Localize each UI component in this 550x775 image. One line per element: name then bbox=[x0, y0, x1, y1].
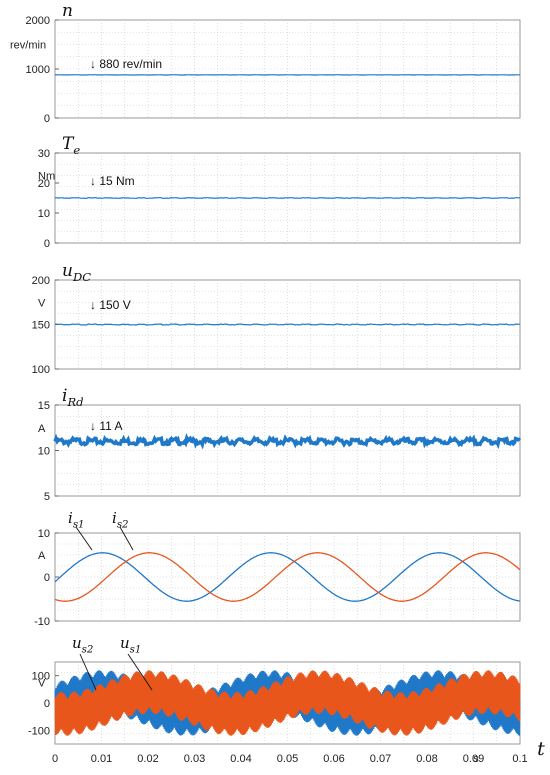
leader-line bbox=[79, 653, 97, 691]
y-tick-label: 20 bbox=[38, 178, 50, 190]
y-tick-label: 30 bbox=[38, 148, 50, 160]
series-label-us2: us2 bbox=[72, 634, 93, 656]
panel-symbol: uDC bbox=[62, 261, 91, 284]
y-tick-label: 100 bbox=[32, 671, 50, 683]
x-tick-label: 0.07 bbox=[370, 753, 391, 765]
value-annotation: ↓ 15 Nm bbox=[90, 174, 135, 188]
x-tick-label: 0.05 bbox=[277, 753, 298, 765]
y-tick-label: 1000 bbox=[26, 64, 50, 76]
y-tick-label: 10 bbox=[38, 446, 50, 458]
leader-line bbox=[127, 653, 153, 691]
y-tick-label: 0 bbox=[44, 238, 50, 250]
series-line bbox=[54, 552, 521, 602]
panel-symbol: n bbox=[62, 1, 73, 21]
series-label-is2: is2 bbox=[112, 509, 129, 531]
x-axis: s t 0 0.01 0.02 0.03 0.04 0.05 0.06 0.07 0.08 0.0… bbox=[52, 738, 545, 765]
x-tick-label: 0.09 bbox=[463, 753, 484, 765]
panel-symbol: Te bbox=[62, 134, 80, 157]
y-unit-label: V bbox=[38, 678, 46, 690]
y-tick-label: 100 bbox=[32, 364, 50, 376]
series-label-is1: is1 bbox=[68, 509, 85, 531]
y-tick-label: 5 bbox=[44, 491, 50, 503]
x-tick-label: 0.06 bbox=[323, 753, 344, 765]
series-label-us1: us1 bbox=[120, 634, 141, 656]
series-line bbox=[54, 196, 521, 200]
y-tick-label: 0 bbox=[44, 698, 50, 710]
panel-symbol: iRd bbox=[62, 386, 84, 409]
y-tick-label: 0 bbox=[44, 113, 50, 125]
y-unit-label: rev/min bbox=[10, 40, 46, 52]
y-unit-label: V bbox=[38, 297, 46, 309]
leader-line bbox=[75, 526, 93, 551]
y-unit-label: Nm bbox=[38, 171, 55, 183]
y-tick-label: 200 bbox=[32, 275, 50, 287]
x-tick-label: 0.04 bbox=[230, 753, 251, 765]
series-line bbox=[54, 552, 521, 602]
y-tick-label: 150 bbox=[32, 320, 50, 332]
x-tick-label: 0.01 bbox=[91, 753, 112, 765]
series-line bbox=[54, 323, 521, 326]
panel-1: 0 1000 2000 rev/min n ↓ 880 rev/min bbox=[10, 1, 521, 125]
x-tick-label: 0.1 bbox=[512, 753, 527, 765]
y-unit-label: A bbox=[38, 550, 46, 562]
value-annotation: ↓ 880 rev/min bbox=[90, 57, 162, 71]
y-tick-label: 15 bbox=[38, 400, 50, 412]
leader-line bbox=[119, 526, 134, 551]
series-line bbox=[53, 432, 522, 450]
panel-2: 0 10 20 30 Nm Te ↓ 15 Nm bbox=[38, 134, 521, 250]
y-unit-label: A bbox=[38, 423, 46, 435]
x-tick-label: 0 bbox=[52, 753, 58, 765]
value-annotation: ↓ 150 V bbox=[90, 298, 131, 312]
x-unit-label: s bbox=[473, 753, 479, 765]
value-annotation: ↓ 11 A bbox=[90, 419, 122, 433]
series-line bbox=[54, 670, 521, 736]
x-tick-label: 0.02 bbox=[137, 753, 158, 765]
x-tick-label: 0.03 bbox=[184, 753, 205, 765]
y-tick-label: 10 bbox=[38, 528, 50, 540]
y-tick-label: 10 bbox=[38, 208, 50, 220]
y-tick-label: 0 bbox=[44, 572, 50, 584]
y-tick-label: -10 bbox=[34, 616, 50, 628]
x-axis-label: t bbox=[537, 738, 545, 760]
x-tick-label: 0.08 bbox=[416, 753, 437, 765]
y-tick-label: 2000 bbox=[26, 15, 50, 27]
y-tick-label: -100 bbox=[28, 725, 50, 737]
